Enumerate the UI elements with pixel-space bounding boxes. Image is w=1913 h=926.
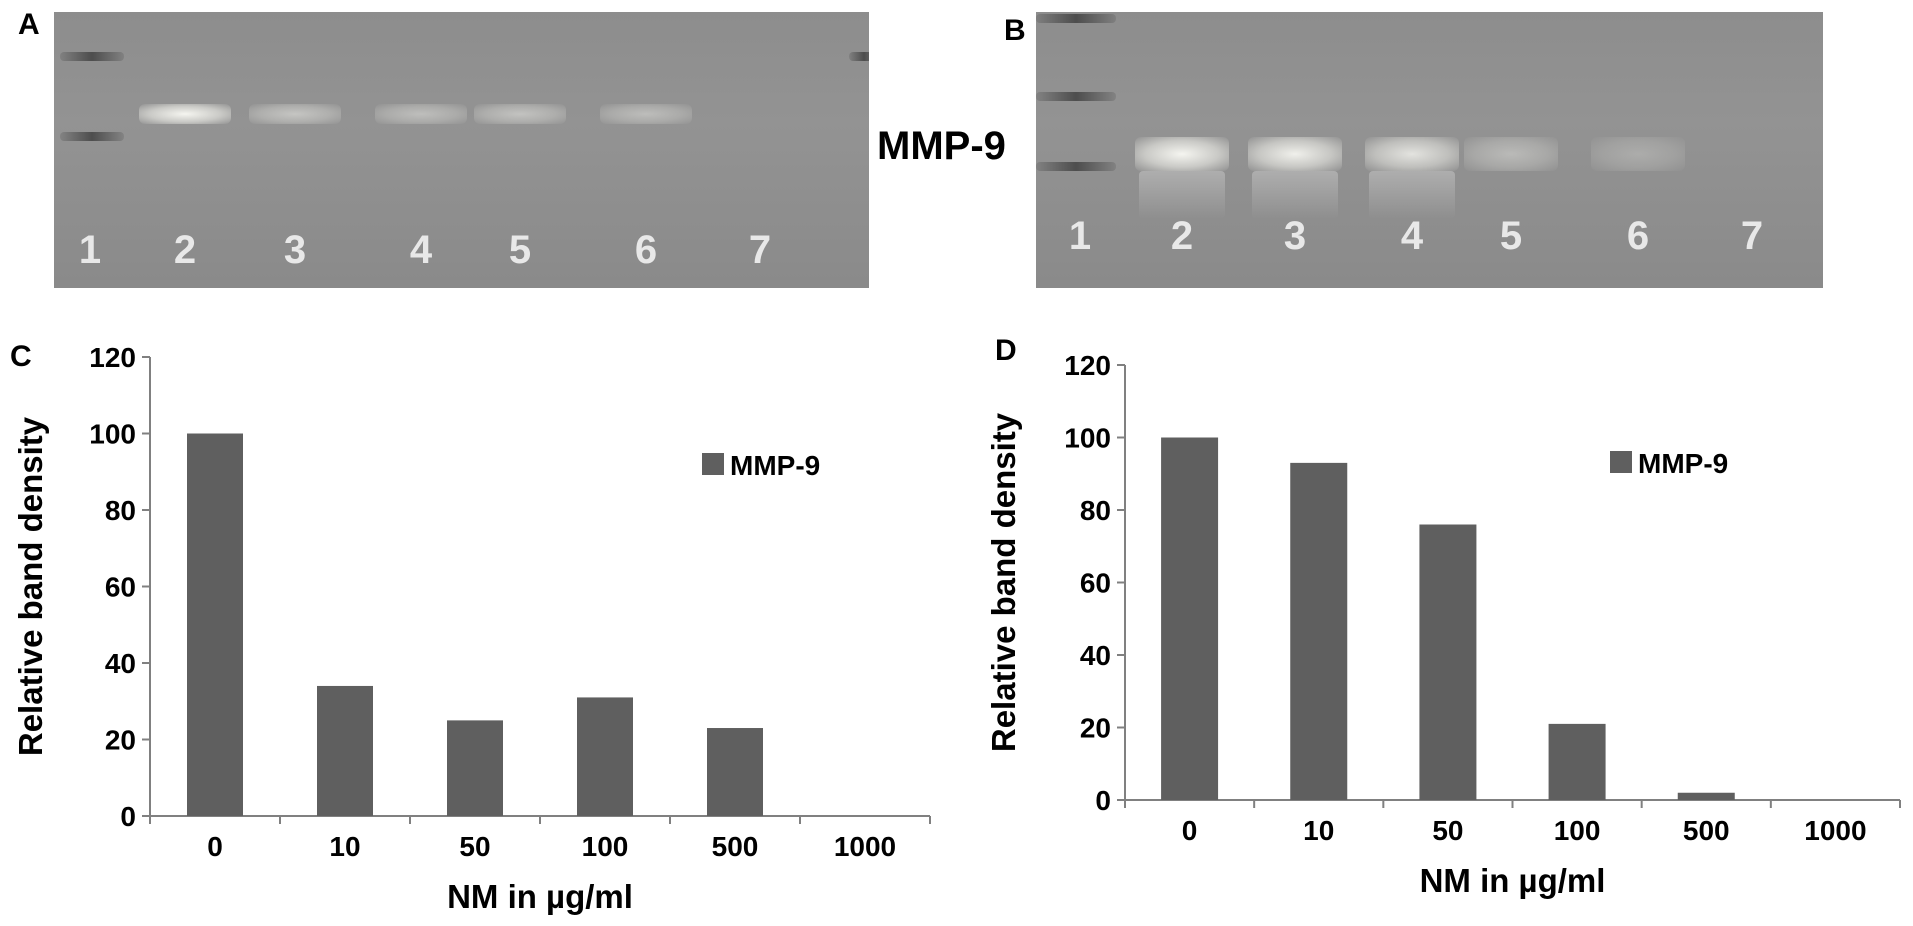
ladder-mark (60, 52, 124, 61)
panel-letter-c: C (10, 340, 32, 373)
y-tick-label: 80 (105, 495, 136, 526)
bar (1161, 437, 1219, 800)
gel-band (600, 104, 692, 124)
x-axis-title: NM in µg/ml (1420, 862, 1606, 899)
gel-band (1135, 137, 1229, 171)
y-tick-label: 120 (89, 342, 136, 373)
lane-number: 2 (1170, 214, 1194, 258)
ladder-mark (60, 132, 124, 141)
bar-chart-d: 0 20 40 60 80 100 120 0 10 50 100 500 1000 NM in µg/m… (985, 350, 1901, 899)
gel-band-label: MMP-9 (877, 124, 1006, 168)
gel-band (1248, 137, 1342, 171)
gel-band (1464, 137, 1558, 171)
y-tick-label: 40 (1080, 640, 1111, 671)
bar (1548, 723, 1606, 800)
y-tick-label: 0 (1095, 785, 1111, 816)
gel-smear (1139, 171, 1225, 219)
gel-band (1365, 137, 1459, 171)
y-tick-label: 120 (1064, 350, 1111, 381)
lane-number: 1 (78, 228, 102, 272)
lane-number: 7 (748, 228, 772, 272)
ladder-mark (1036, 92, 1116, 101)
x-tick-label: 10 (329, 831, 360, 862)
lane-number: 5 (1499, 214, 1523, 258)
lane-number: 4 (1400, 214, 1424, 258)
y-tick-label: 80 (1080, 495, 1111, 526)
panel-letter-a: A (18, 8, 40, 41)
x-tick-label: 0 (207, 831, 223, 862)
y-tick-label: 40 (105, 648, 136, 679)
lane-number: 3 (283, 228, 307, 272)
gel-smear (1252, 171, 1338, 219)
bar (1290, 462, 1348, 800)
bar (1419, 524, 1477, 800)
lane-number: 6 (634, 228, 658, 272)
lane-number: 4 (409, 228, 433, 272)
bar (317, 685, 373, 816)
legend-swatch (1610, 451, 1632, 473)
x-tick-label: 100 (1554, 815, 1601, 846)
gel-image-b: 1 2 3 4 5 6 7 (1036, 12, 1823, 288)
y-tick-label: 100 (1064, 423, 1111, 454)
gel-band (375, 104, 467, 124)
x-tick-label: 500 (1683, 815, 1730, 846)
x-tick-label: 10 (1303, 815, 1334, 846)
y-tick-label: 100 (89, 419, 136, 450)
x-tick-label: 500 (712, 831, 759, 862)
lane-number: 2 (173, 228, 197, 272)
x-tick-label: 50 (1432, 815, 1463, 846)
legend-label: MMP-9 (730, 450, 820, 481)
gel-band (1591, 137, 1685, 171)
x-tick-label: 1000 (1804, 815, 1866, 846)
x-tick-label: 50 (459, 831, 490, 862)
lane-number: 6 (1626, 214, 1650, 258)
bar (1677, 792, 1735, 800)
y-tick-label: 20 (105, 725, 136, 756)
ladder-mark (1036, 14, 1116, 23)
y-axis-title: Relative band density (12, 416, 49, 756)
lane-number: 1 (1068, 214, 1092, 258)
y-tick-label: 60 (1080, 568, 1111, 599)
lane-number: 5 (508, 228, 532, 272)
bar (187, 433, 243, 816)
bar (447, 720, 503, 816)
y-axis-title: Relative band density (985, 412, 1022, 752)
legend-swatch (702, 453, 724, 475)
gel-image-a: 1 2 3 4 5 6 7 (54, 12, 869, 288)
panel-letter-d: D (995, 334, 1017, 367)
y-tick-label: 20 (1080, 713, 1111, 744)
gel-smear (1369, 171, 1455, 219)
bar-chart-c: 0 20 40 60 80 100 120 0 10 50 100 500 1000 NM in µg/m… (12, 342, 931, 915)
ladder-mark (849, 52, 869, 61)
y-tick-label: 0 (120, 801, 136, 832)
gel-band (474, 104, 566, 124)
ladder-mark (1036, 162, 1116, 171)
bar (577, 697, 633, 816)
lane-number: 3 (1283, 214, 1307, 258)
bar (707, 728, 763, 816)
y-tick-label: 60 (105, 572, 136, 603)
x-tick-label: 0 (1182, 815, 1198, 846)
lane-number: 7 (1740, 214, 1764, 258)
x-axis-title: NM in µg/ml (447, 878, 633, 915)
gel-band (139, 104, 231, 124)
x-tick-label: 100 (582, 831, 629, 862)
legend-label: MMP-9 (1638, 448, 1728, 479)
gel-band (249, 104, 341, 124)
x-tick-label: 1000 (834, 831, 896, 862)
panel-letter-b: B (1004, 14, 1026, 47)
